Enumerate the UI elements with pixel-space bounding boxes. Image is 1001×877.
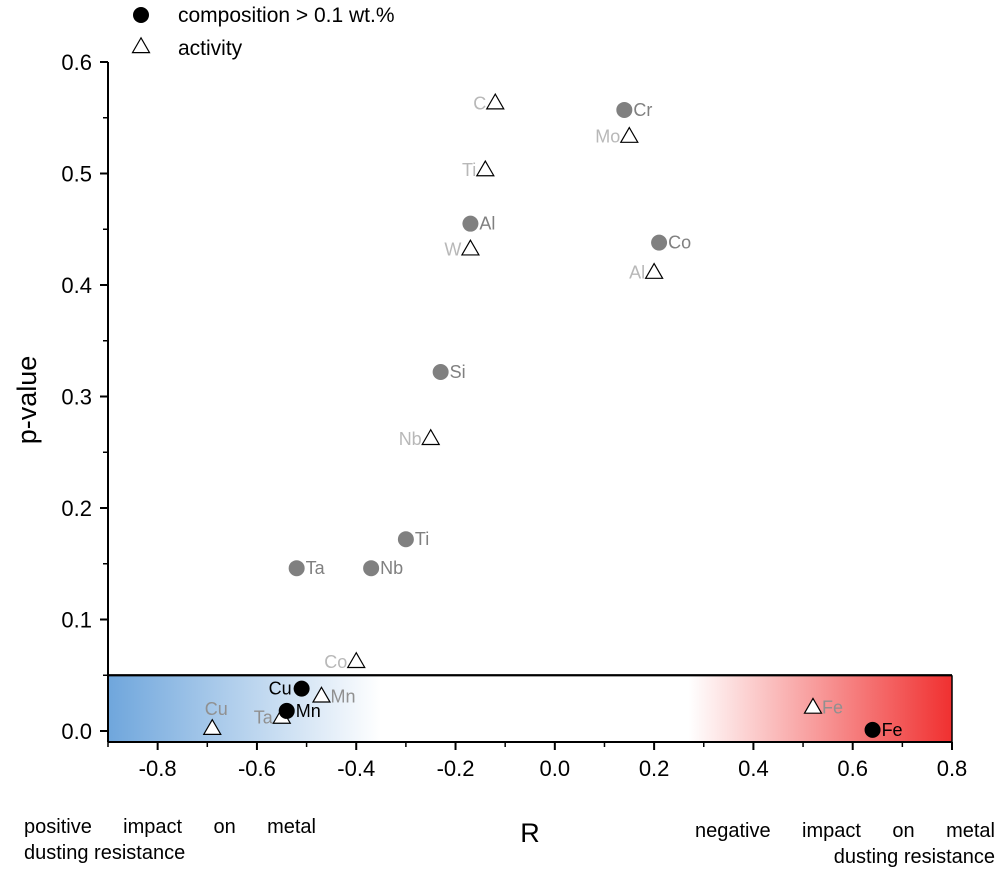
composition-point-al — [462, 215, 479, 232]
composition-label-al: Al — [479, 214, 495, 234]
legend: composition > 0.1 wt.% activity — [131, 4, 395, 60]
annotation-left-line1: positive impact on metal — [24, 816, 316, 838]
significance-bands — [108, 674, 953, 742]
composition-point-ta — [288, 560, 305, 577]
legend-circle-marker — [133, 7, 149, 23]
activity-point-co — [346, 651, 366, 669]
axes: -0.8 -0.6 -0.4 -0.2 0.0 0.2 0.4 0.6 0.8 0.0 0.1 0.2… — [61, 50, 967, 781]
y-axis-title: p-value — [12, 356, 42, 445]
positive-impact-annotation: positive impact on metal dusting resista… — [24, 814, 324, 866]
composition-point-co — [651, 234, 668, 251]
activity-label-w: W — [444, 239, 461, 259]
x-tick-label: -0.2 — [437, 756, 475, 781]
activity-label-fe: Fe — [822, 698, 843, 718]
composition-label-cu: Cu — [269, 679, 292, 699]
activity-point-al — [644, 262, 664, 279]
activity-label-nb: Nb — [399, 429, 422, 449]
annotation-left-line2: dusting resistance — [24, 842, 186, 864]
activity-point-nb — [421, 428, 441, 446]
composition-label-mn: Mn — [296, 701, 321, 721]
activity-label-c: C — [473, 93, 486, 113]
negative-impact-band — [688, 675, 952, 742]
activity-point-mo — [619, 126, 639, 143]
x-tick-label: 0.4 — [738, 756, 769, 781]
x-axis-title: R — [520, 818, 540, 848]
x-tick-label: 0.2 — [639, 756, 670, 781]
y-tick-label: 0.5 — [61, 162, 92, 187]
activity-point-mn — [311, 686, 332, 703]
composition-point-nb — [363, 560, 380, 577]
composition-label-si: Si — [450, 362, 466, 382]
composition-label-ti: Ti — [415, 529, 429, 549]
activity-label-ti: Ti — [462, 160, 476, 180]
composition-label-nb: Nb — [380, 558, 403, 578]
activity-label-ta: Ta — [254, 708, 274, 728]
activity-label-al: Al — [629, 263, 645, 283]
x-tick-label: 0.0 — [540, 756, 571, 781]
y-tick-label: 0.3 — [61, 385, 92, 410]
annotation-right-line2: dusting resistance — [833, 846, 995, 868]
activity-point-fe — [803, 697, 823, 714]
composition-point-ti — [397, 531, 414, 548]
legend-label-activity: activity — [178, 37, 243, 60]
y-tick-label: 0.0 — [61, 719, 92, 744]
negative-impact-annotation: negative impact on metal dusting resista… — [690, 818, 995, 870]
composition-label-co: Co — [668, 233, 691, 253]
activity-point-cu — [202, 718, 222, 735]
activity-point-c — [485, 92, 505, 110]
y-tick-label: 0.6 — [61, 50, 92, 75]
activity-label-mn: Mn — [330, 686, 355, 706]
legend-triangle-marker — [131, 36, 151, 54]
composition-point-mn — [278, 702, 295, 719]
composition-label-ta: Ta — [306, 558, 326, 578]
activity-label-cu: Cu — [205, 699, 228, 719]
y-tick-label: 0.2 — [61, 496, 92, 521]
composition-point-cu — [293, 680, 310, 697]
x-tick-label: 0.6 — [837, 756, 868, 781]
activity-point-w — [460, 238, 480, 256]
y-tick-label: 0.4 — [61, 273, 92, 298]
annotation-right-line1: negative impact on metal — [695, 820, 995, 842]
x-tick-label: -0.8 — [139, 756, 177, 781]
composition-point-si — [432, 363, 449, 380]
legend-label-composition: composition > 0.1 wt.% — [178, 4, 395, 27]
x-tick-label: -0.4 — [337, 756, 375, 781]
y-tick-label: 0.1 — [61, 608, 92, 633]
x-tick-label: -0.6 — [238, 756, 276, 781]
activity-point-ti — [475, 159, 495, 177]
composition-label-fe: Fe — [882, 720, 903, 740]
x-tick-label: 0.8 — [937, 756, 968, 781]
positive-impact-band — [108, 675, 382, 742]
composition-point-fe — [864, 721, 881, 738]
activity-label-mo: Mo — [595, 127, 620, 147]
activity-label-co: Co — [324, 652, 347, 672]
composition-label-cr: Cr — [633, 100, 652, 120]
composition-point-cr — [616, 101, 633, 118]
